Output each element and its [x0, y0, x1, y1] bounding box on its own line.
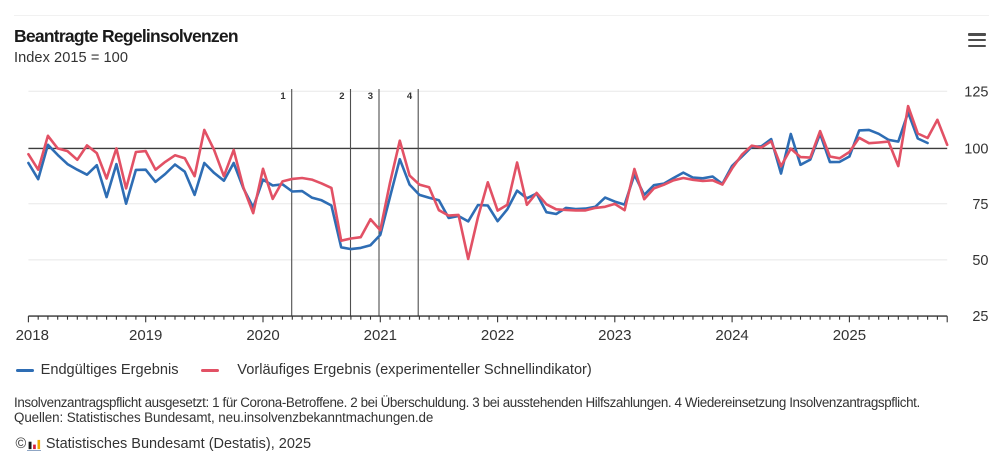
- svg-text:2019: 2019: [129, 327, 162, 344]
- svg-text:75: 75: [972, 197, 988, 213]
- svg-text:50: 50: [972, 253, 988, 269]
- svg-text:2021: 2021: [364, 327, 397, 344]
- svg-text:2023: 2023: [598, 327, 631, 344]
- svg-text:2025: 2025: [833, 327, 866, 344]
- svg-text:2018: 2018: [16, 327, 49, 344]
- svg-text:4: 4: [407, 91, 413, 102]
- svg-text:2020: 2020: [246, 327, 279, 344]
- svg-text:3: 3: [368, 91, 373, 102]
- svg-text:2: 2: [339, 91, 344, 102]
- svg-text:25: 25: [972, 309, 988, 325]
- svg-text:125: 125: [964, 85, 988, 101]
- svg-text:1: 1: [280, 91, 286, 102]
- svg-text:100: 100: [964, 142, 988, 158]
- svg-text:2022: 2022: [481, 327, 514, 344]
- svg-text:2024: 2024: [715, 327, 748, 344]
